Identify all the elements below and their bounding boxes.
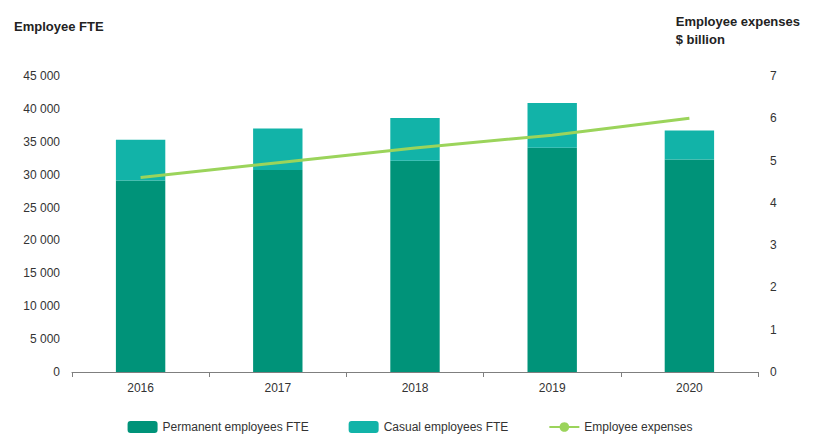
svg-text:10 000: 10 000 [23, 299, 60, 313]
svg-text:7: 7 [770, 69, 777, 83]
svg-text:2018: 2018 [402, 381, 429, 395]
svg-text:Employee FTE: Employee FTE [14, 19, 104, 34]
svg-text:0: 0 [770, 365, 777, 379]
svg-text:40 000: 40 000 [23, 102, 60, 116]
svg-text:6: 6 [770, 111, 777, 125]
svg-text:4: 4 [770, 196, 777, 210]
svg-text:15 000: 15 000 [23, 266, 60, 280]
svg-text:Employee expenses: Employee expenses [584, 420, 692, 434]
svg-text:2016: 2016 [127, 381, 154, 395]
svg-text:Employee expenses: Employee expenses [676, 14, 800, 29]
svg-text:25 000: 25 000 [23, 201, 60, 215]
svg-text:45 000: 45 000 [23, 69, 60, 83]
svg-text:Casual employees FTE: Casual employees FTE [384, 420, 509, 434]
svg-text:20 000: 20 000 [23, 233, 60, 247]
svg-text:2: 2 [770, 280, 777, 294]
svg-text:30 000: 30 000 [23, 168, 60, 182]
svg-text:0: 0 [53, 365, 60, 379]
svg-text:$ billion: $ billion [676, 32, 725, 47]
svg-text:Permanent employees FTE: Permanent employees FTE [163, 420, 309, 434]
svg-text:35 000: 35 000 [23, 135, 60, 149]
svg-text:3: 3 [770, 238, 777, 252]
svg-text:2019: 2019 [539, 381, 566, 395]
svg-text:5: 5 [770, 154, 777, 168]
svg-text:1: 1 [770, 323, 777, 337]
svg-text:2017: 2017 [264, 381, 291, 395]
svg-text:2020: 2020 [676, 381, 703, 395]
svg-text:5 000: 5 000 [30, 332, 60, 346]
